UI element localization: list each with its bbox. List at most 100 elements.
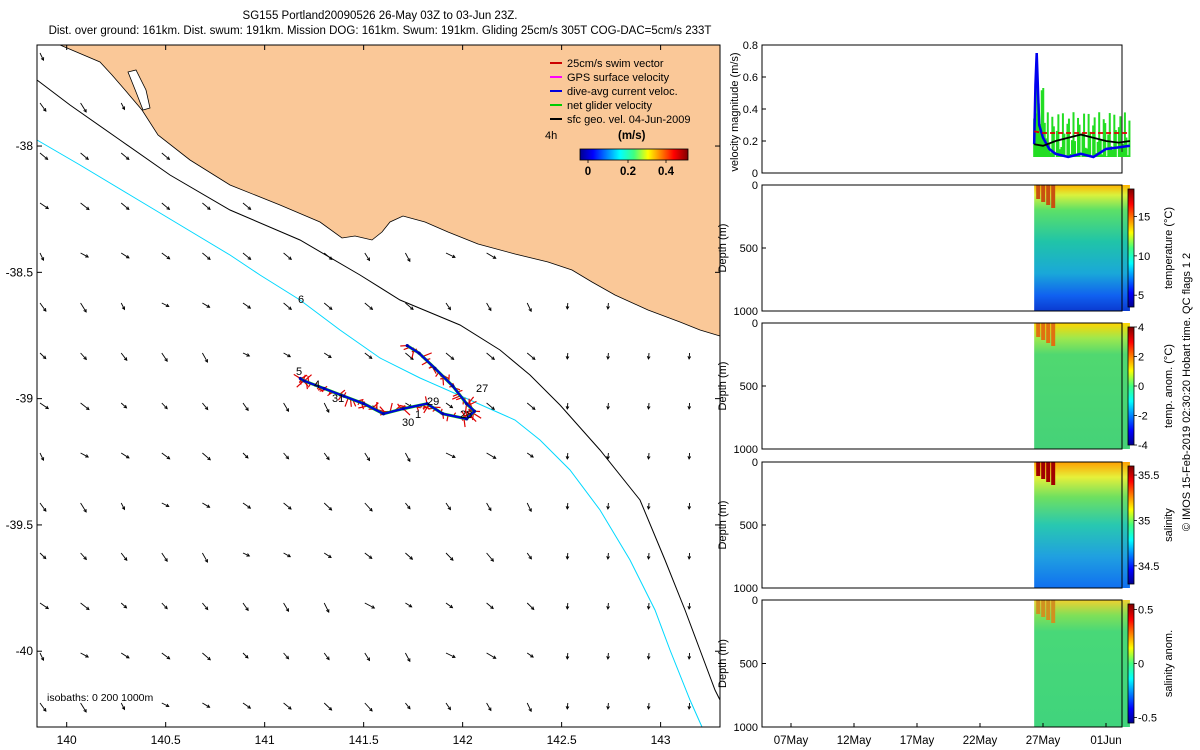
velocity-arrowhead: [85, 254, 90, 258]
velocity-arrowhead: [371, 605, 376, 609]
colorbar-tick-label: 2: [1138, 352, 1144, 364]
velocity-arrowhead: [125, 206, 130, 211]
velocity-arrow: [120, 552, 128, 561]
depth-axis-label: Depth (m): [717, 224, 729, 273]
colorbar-tick-label: 0.2: [620, 166, 636, 178]
velocity-arrowhead: [40, 57, 45, 62]
velocity-arrow: [323, 502, 332, 511]
velocity-arrowhead: [247, 305, 252, 309]
map-x-tick-label: 142.5: [547, 733, 577, 747]
velocity-arrowhead: [530, 606, 535, 611]
velocity-arrowhead: [42, 555, 47, 560]
velocity-arrowhead: [204, 406, 209, 411]
velocity-arrow: [80, 402, 90, 410]
colorbar-label: salinity anom.: [1163, 630, 1175, 697]
velocity-arrowhead: [121, 506, 126, 511]
velocity-arrowhead: [326, 456, 330, 461]
velocity-arrow: [202, 652, 211, 661]
velocity-arrowhead: [530, 454, 534, 458]
velocity-arrow: [486, 652, 496, 659]
velocity-arrow: [242, 702, 251, 709]
velocity-arrow: [648, 552, 650, 560]
velocity-arrowhead: [166, 206, 171, 211]
velocity-arrow: [486, 502, 492, 511]
velocity-arrowhead: [123, 557, 128, 562]
velocity-arrowhead: [83, 308, 87, 313]
velocity-arrowhead: [450, 356, 455, 361]
map-x-axis: 140 140.5 141 141.5 142 142.5 143: [57, 45, 671, 747]
colorbar-unit: (m/s): [618, 130, 646, 142]
velocity-arrowhead: [488, 707, 492, 712]
velocity-arrowhead: [85, 206, 90, 211]
velocity-arrowhead: [490, 558, 494, 562]
track-point: [441, 412, 445, 416]
velocity-arrow: [161, 552, 168, 562]
velocity-arrow: [405, 302, 414, 310]
figure-title-line1: SG155 Portland20090526 26-May 03Z to 03-…: [242, 10, 518, 22]
date-tick-label: 12May: [837, 735, 872, 747]
velocity-arrow: [120, 102, 125, 110]
velocity-arrow: [120, 402, 127, 409]
velocity-arrowhead: [528, 708, 532, 713]
velocity-arrow: [445, 452, 456, 458]
section-panel-4: 0 500 1000 Depth (m) 0.5 0 -0.5 salinity anom.: [717, 595, 1175, 734]
depth-tick-label: 500: [740, 243, 758, 255]
velocity-arrowhead: [42, 508, 47, 512]
velocity-arrowhead: [366, 457, 371, 462]
velocity-arrow: [80, 252, 89, 258]
swim-vector-mark: [472, 412, 482, 419]
velocity-arrow: [688, 402, 691, 410]
date-tick-label: 07May: [774, 735, 809, 747]
velocity-arrowhead: [646, 506, 651, 510]
velocity-arrow: [323, 402, 330, 413]
velocity-arrow: [39, 252, 44, 261]
colorbar-tick-label: -0.5: [1138, 713, 1157, 725]
velocity-arrow: [161, 152, 170, 160]
section-surface-mark: [1046, 600, 1051, 620]
section-surface-mark: [1036, 600, 1041, 614]
velocity-arrow: [161, 252, 170, 260]
velocity-arrowhead: [285, 655, 290, 660]
velocity-arrow: [486, 352, 495, 360]
velocity-arrow: [202, 402, 209, 410]
colorbar-label: salinity: [1163, 508, 1175, 542]
colorbar-tick-label: 0: [1138, 659, 1144, 671]
velocity-arrow: [566, 502, 569, 510]
track-point: [405, 343, 409, 348]
velocity-arrow: [648, 402, 650, 410]
velocity-arrow: [405, 602, 412, 608]
section-panel-1: 0 500 1000 Depth (m) 15 10 5 temperature (°C): [717, 180, 1175, 318]
velocity-series-line: [1032, 52, 1131, 159]
velocity-arrowhead: [328, 306, 333, 311]
track-label: 5: [296, 366, 302, 378]
velocity-arrowhead: [85, 454, 90, 458]
velocity-arrowhead: [449, 604, 454, 609]
velocity-arrowhead: [488, 307, 492, 312]
velocity-arrowhead: [206, 704, 211, 708]
date-axis: 07May 12May 17May 22May 27May 01Jun: [774, 723, 1122, 747]
velocity-arrowhead: [606, 456, 610, 460]
colorbar-label: temperature (°C): [1163, 207, 1175, 289]
track-point: [472, 409, 477, 413]
velocity-arrowhead: [646, 406, 651, 410]
velocity-arrow: [607, 402, 609, 410]
velocity-arrow: [120, 702, 125, 710]
velocity-arrow: [202, 202, 211, 210]
velocity-arrow: [120, 602, 127, 609]
velocity-arrowhead: [492, 455, 497, 459]
velocity-arrowhead: [408, 604, 413, 608]
track-label: 6: [298, 294, 304, 306]
velocity-arrowhead: [83, 108, 87, 113]
velocity-series-line: [1034, 133, 1131, 147]
section-surface-mark: [1041, 462, 1046, 479]
velocity-arrowhead: [246, 553, 251, 557]
velocity-arrow: [202, 702, 210, 708]
velocity-arrow: [161, 602, 168, 609]
track-label: 30: [402, 417, 414, 429]
section-surface-mark: [1041, 323, 1046, 340]
velocity-arrow: [566, 352, 569, 360]
velocity-arrow: [566, 552, 569, 560]
velocity-arrow: [120, 202, 130, 210]
date-tick-label: 27May: [1026, 735, 1061, 747]
velocity-arrow: [283, 252, 292, 260]
